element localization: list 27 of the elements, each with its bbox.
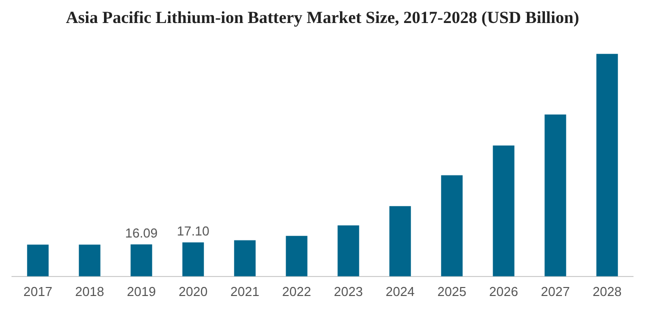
bar (182, 242, 204, 276)
data-label: 16.09 (125, 226, 158, 241)
x-tick-label: 2021 (230, 284, 260, 299)
x-tick-label: 2017 (23, 284, 52, 299)
x-tick-label: 2018 (75, 284, 104, 299)
bar (441, 175, 463, 276)
x-tick-label: 2025 (437, 284, 466, 299)
bar (130, 244, 152, 276)
bar (338, 225, 360, 276)
bar (492, 145, 514, 276)
x-tick-label: 2027 (540, 284, 570, 299)
x-tick-label: 2019 (126, 284, 156, 299)
bar (389, 206, 411, 276)
x-tick-label: 2022 (282, 284, 312, 299)
bar (234, 240, 256, 276)
bar (596, 54, 618, 276)
x-tick-label: 2024 (386, 284, 415, 299)
bar (544, 114, 566, 276)
x-tick-label: 2026 (489, 284, 518, 299)
x-tick-label: 2028 (592, 284, 622, 299)
chart-title: Asia Pacific Lithium-ion Battery Market Size, 2017-2028 (USD Billion) (64, 8, 580, 28)
data-label: 17.10 (176, 224, 210, 239)
x-tick-label: 2020 (178, 284, 208, 299)
x-tick-label: 2023 (334, 284, 363, 299)
bar (27, 244, 49, 276)
bar (78, 244, 100, 276)
bar (286, 236, 308, 276)
